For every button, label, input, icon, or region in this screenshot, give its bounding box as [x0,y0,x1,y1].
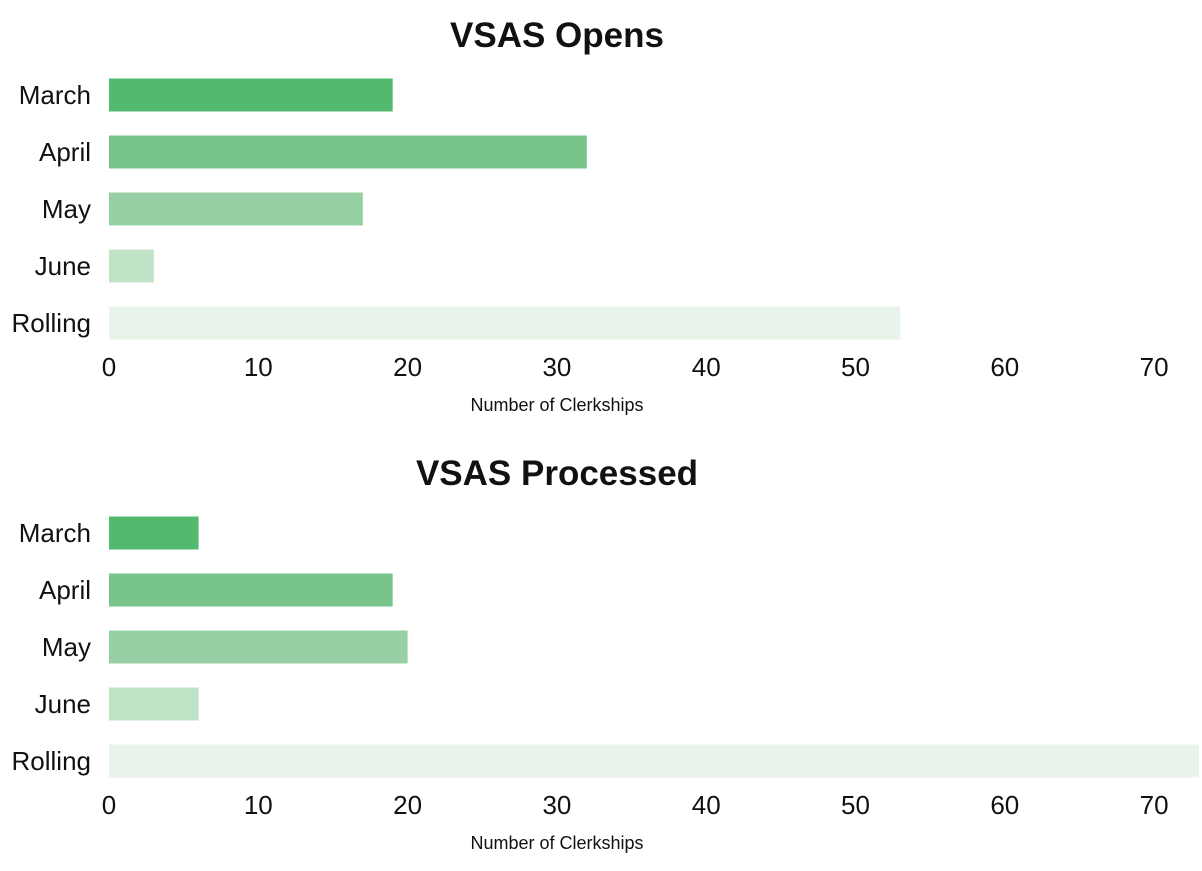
bar-may [109,192,363,226]
bar-may [109,630,408,664]
x-tick-label: 20 [393,352,422,382]
x-tick-labels: 0 10 20 30 40 50 60 70 [102,790,1169,820]
bars-group [109,516,1199,778]
bar-march [109,516,199,550]
x-tick-label: 60 [990,352,1019,382]
chart-title: VSAS Processed [416,454,698,493]
category-label-march: March [19,518,91,548]
bar-april [109,573,393,607]
bar-rolling [109,306,901,340]
category-label-may: May [42,194,91,224]
bars-group [109,78,901,340]
category-label-may: May [42,632,91,662]
bar-rolling [109,744,1199,778]
x-tick-label: 50 [841,352,870,382]
x-tick-label: 40 [692,790,721,820]
x-tick-label: 70 [1140,790,1169,820]
bar-april [109,135,587,169]
x-tick-label: 60 [990,790,1019,820]
category-label-april: April [39,575,91,605]
bar-june [109,249,154,283]
x-axis-label: Number of Clerkships [470,833,643,853]
x-tick-label: 30 [542,352,571,382]
x-tick-label: 20 [393,790,422,820]
category-label-rolling: Rolling [12,746,92,776]
category-labels: March April May June Rolling [12,518,92,776]
chart-panel-processed: VSAS Processed MarchAprilMayJuneRolling … [12,454,1199,853]
category-label-april: April [39,137,91,167]
x-tick-label: 0 [102,790,116,820]
category-label-june: June [35,251,91,281]
chart-title: VSAS Opens [450,16,664,55]
category-label-june: June [35,689,91,719]
x-tick-label: 10 [244,352,273,382]
bar-june [109,687,199,721]
category-labels: March April May June Rolling [12,80,92,338]
x-tick-label: 70 [1140,352,1169,382]
category-label-march: March [19,80,91,110]
x-tick-label: 10 [244,790,273,820]
x-axis-label: Number of Clerkships [470,395,643,415]
category-label-rolling: Rolling [12,308,92,338]
x-tick-label: 0 [102,352,116,382]
x-tick-labels: 0 10 20 30 40 50 60 70 [102,352,1169,382]
x-tick-label: 40 [692,352,721,382]
x-tick-label: 30 [542,790,571,820]
x-tick-label: 50 [841,790,870,820]
bar-march [109,78,393,112]
chart-panel-opens: VSAS Opens March April May June Rolling 0 10 2… [12,16,1169,415]
